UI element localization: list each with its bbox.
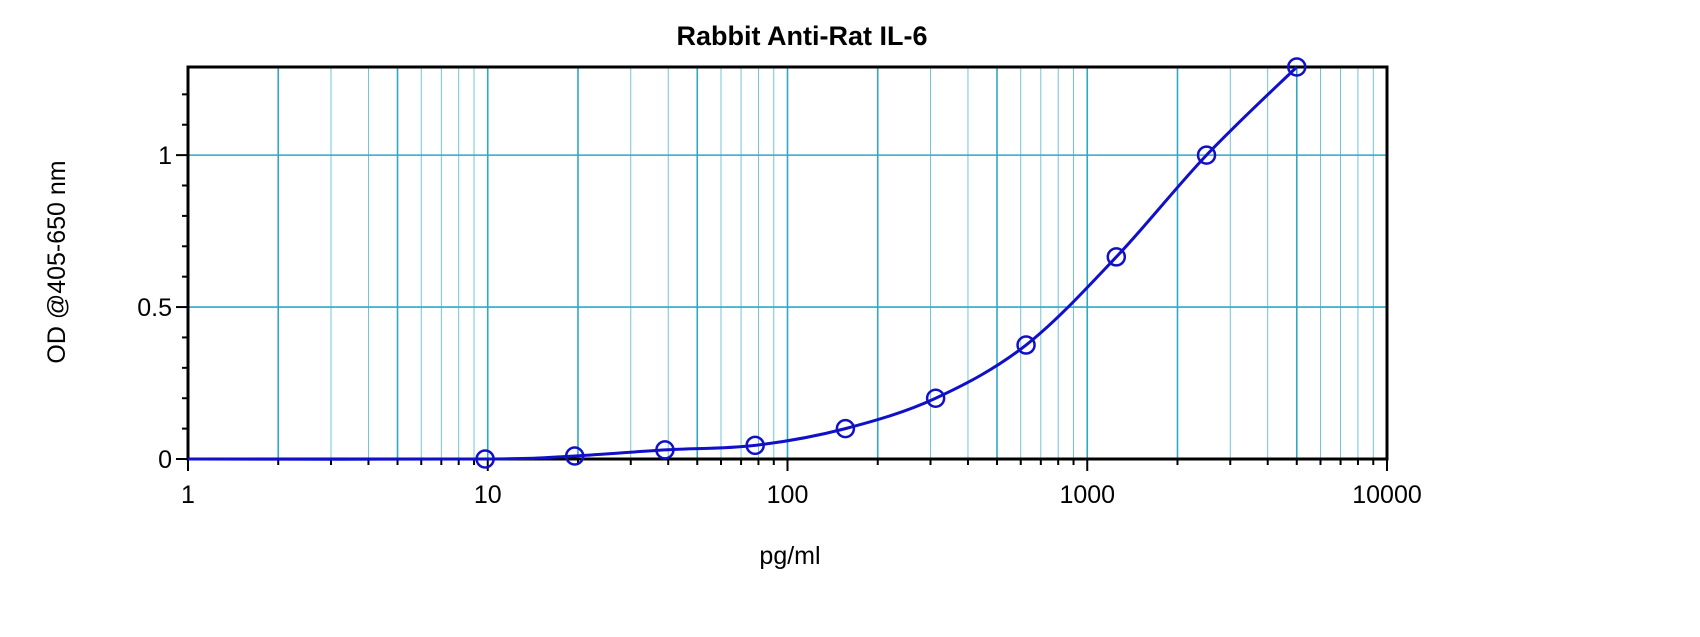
x-tick-label: 100 [767, 481, 809, 509]
data-point [1106, 247, 1127, 267]
x-tick-label: 10000 [1352, 481, 1422, 509]
data-point [564, 446, 585, 466]
data-point [835, 418, 856, 439]
data-point [1016, 335, 1036, 355]
y-axis: 00.51 [137, 93, 188, 474]
y-axis-label: OD @405-650 nm [43, 160, 71, 363]
x-tick-label: 1 [181, 481, 195, 509]
y-tick-label: 0 [158, 446, 172, 474]
major-gridlines [188, 67, 1387, 459]
data-point [1196, 145, 1217, 165]
x-tick-label: 10 [474, 481, 502, 509]
data-point [925, 388, 946, 408]
chart-title: Rabbit Anti-Rat IL-6 [677, 21, 928, 51]
data-point [475, 449, 495, 469]
fit-curve [187, 65, 1298, 461]
data-point [655, 440, 675, 460]
y-tick-label: 1 [158, 142, 172, 170]
minor-gridlines [277, 67, 1374, 459]
x-axis-label: pg/ml [759, 542, 820, 570]
data-points [475, 57, 1307, 469]
y-tick-label: 0.5 [137, 294, 172, 322]
x-tick-label: 1000 [1059, 481, 1115, 509]
data-point [745, 435, 765, 456]
data-point [1287, 57, 1307, 77]
x-axis: 1 10 100 1000 10000 [181, 459, 1422, 509]
